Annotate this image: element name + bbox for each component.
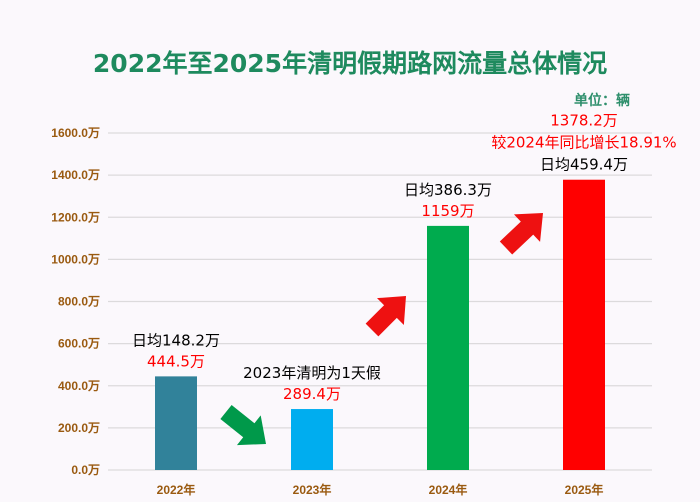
bar xyxy=(291,409,333,470)
y-tick-label: 400.0万 xyxy=(58,379,100,393)
y-tick-label: 1000.0万 xyxy=(51,252,100,266)
chart-title: 2022年至2025年清明假期路网流量总体情况 xyxy=(92,49,608,78)
annotation: 日均459.4万 xyxy=(540,156,628,174)
annotation: 日均148.2万 xyxy=(132,331,220,349)
annotation: 2023年清明为1天假 xyxy=(243,364,381,382)
trend-arrow-icon xyxy=(365,296,406,337)
y-tick-label: 1600.0万 xyxy=(51,126,100,140)
bar xyxy=(563,179,605,471)
annotation: 日均386.3万 xyxy=(404,181,492,199)
data-label: 444.5万 xyxy=(147,352,205,370)
x-tick-label: 2024年 xyxy=(429,482,468,497)
unit-label: 单位：辆 xyxy=(574,93,630,109)
y-tick-label: 0.0万 xyxy=(71,463,100,477)
y-tick-label: 600.0万 xyxy=(58,337,100,351)
y-tick-label: 800.0万 xyxy=(58,295,100,309)
x-tick-label: 2022年 xyxy=(157,482,196,497)
y-tick-label: 1400.0万 xyxy=(51,168,100,182)
data-label: 1378.2万 xyxy=(550,112,618,130)
data-label: 1159万 xyxy=(421,202,474,220)
y-tick-label: 1200.0万 xyxy=(51,210,100,224)
x-tick-label: 2023年 xyxy=(293,482,332,497)
trend-arrow-icon xyxy=(220,404,266,446)
bar xyxy=(427,225,469,470)
x-tick-label: 2025年 xyxy=(565,482,604,497)
data-label: 289.4万 xyxy=(283,385,341,403)
trend-arrow-icon xyxy=(499,213,543,255)
annotation: 较2024年同比增长18.91% xyxy=(491,134,676,152)
y-tick-label: 200.0万 xyxy=(58,421,100,435)
bar xyxy=(155,376,197,470)
